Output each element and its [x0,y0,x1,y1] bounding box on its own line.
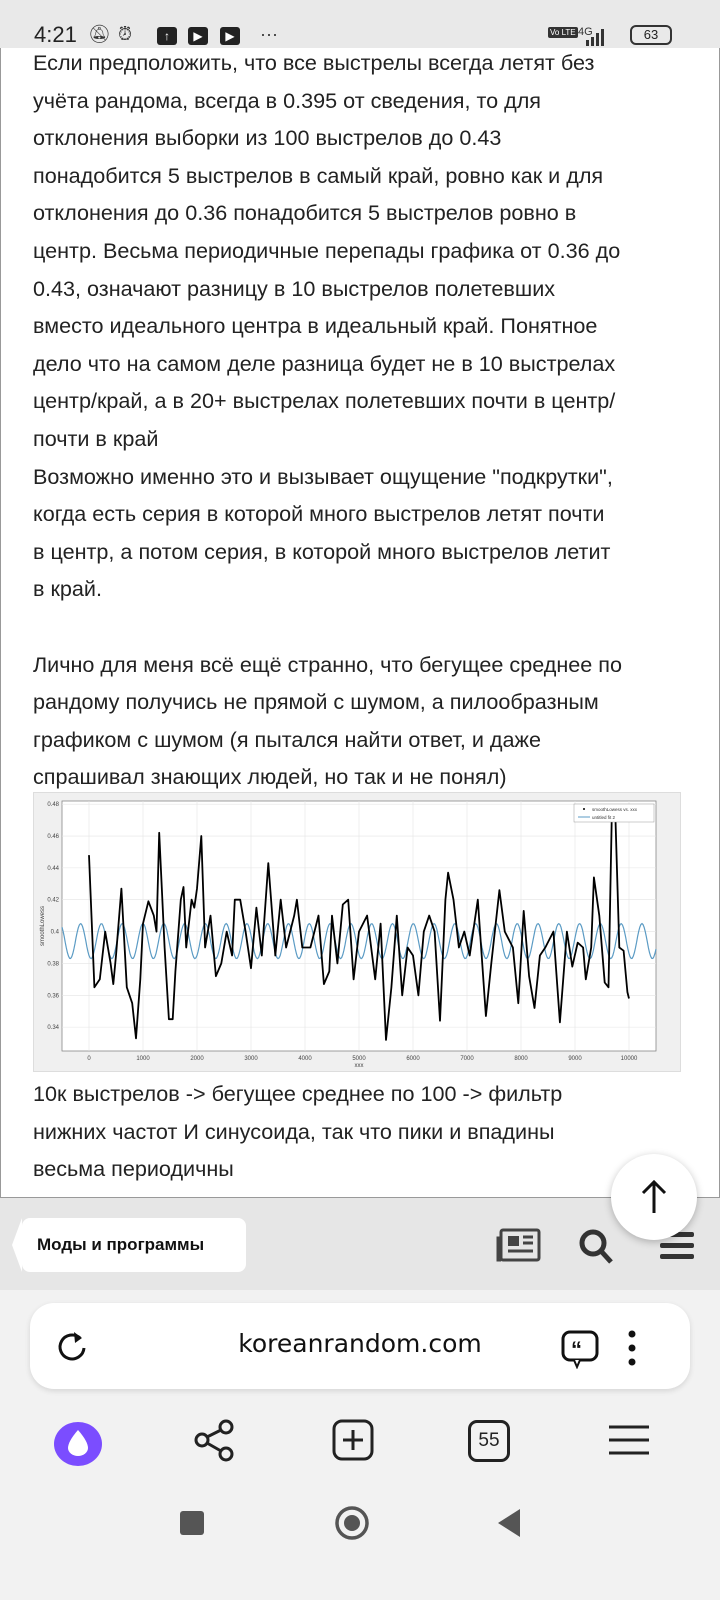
y-tick-label: 0.36 [47,993,59,999]
post-text-line: 0.43, означают разницу в 10 выстрелов по… [33,275,556,301]
news-icon[interactable] [496,1228,542,1262]
legend-box [573,803,655,823]
chart-svg: 0 1000 2000 3000 4000 5000 6000 7000 8000 9000 100… [40,800,657,1069]
x-tick-label: 6000 [406,1056,420,1062]
page-content: Если предположить, что все выстрелы всег… [0,0,720,1198]
new-tab-icon[interactable] [331,1418,375,1462]
youtube-icon: ▶ [188,24,208,45]
data-line [88,819,630,1041]
post-text-line: Лично для меня всё ещё странно, что бегу… [33,651,623,677]
post-text-line: вместо идеального центра в идеальный кра… [33,313,598,339]
post-text-line: понадобится 5 выстрелов в самый край, ро… [33,162,604,188]
legend-label: smoothLowess vs. xxx [592,807,638,812]
tabs-count-button[interactable]: 55 [468,1420,510,1462]
legend-label: untitled fit 2 [592,815,616,820]
x-tick-label: 7000 [460,1056,474,1062]
post-text-line: Возможно именно это и вызывает ощущение … [33,463,613,489]
post-text-line: учёта рандома, всегда в 0.395 от сведени… [33,87,542,113]
y-tick-label: 0.38 [47,961,59,967]
x-tick-label: 4000 [298,1056,312,1062]
post-text-line: центр/край, а в 20+ выстрелах полетевших… [33,388,616,414]
fit-line [61,922,657,960]
status-bar: 4:21 🔕︎ ⏰︎ ↑ ▶ ▶ ··· Vo LTE 4G 63 [0,0,720,48]
x-tick-label: 2000 [190,1056,204,1062]
more-vertical-icon[interactable] [626,1329,638,1367]
x-tick-label: 3000 [244,1056,258,1062]
y-axis-label: smoothLowess [40,906,46,946]
alice-assistant-icon[interactable] [50,1418,106,1466]
url-text[interactable]: koreanrandom.com [238,1329,482,1358]
image-caption-line: весьма периодичны [33,1156,234,1182]
y-tick-label: 0.46 [47,834,59,840]
post-text-line: отклонения выборки из 100 выстрелов до 0… [33,125,502,151]
post-text-line: когда есть серия в которой много выстрел… [33,501,605,527]
x-tick-label: 0 [87,1056,91,1062]
y-tick-label: 0.34 [47,1025,59,1031]
post-text-line: спрашивал знающих людей, но так и не пон… [33,764,507,790]
volte-icon: Vo LTE [548,27,578,38]
y-tick-label: 0.44 [47,866,59,872]
image-caption-line: нижних частот И синусоида, так что пики … [33,1118,555,1144]
svg-text:“: “ [571,1337,582,1362]
recents-button[interactable] [178,1505,208,1535]
more-icon: ··· [260,24,278,44]
forum-toolbar: Моды и программы [0,1198,720,1290]
chart-image: 0 1000 2000 3000 4000 5000 6000 7000 8000 9000 100… [33,792,681,1072]
y-tick-label: 0.42 [47,898,59,904]
post-text-line: отклонения до 0.36 понадобится 5 выстрел… [33,200,577,226]
post-text-line: дело что на самом деле разница будет не … [33,350,616,376]
post-text-line: почти в край [33,426,159,451]
status-time: 4:21 [34,22,77,47]
x-tick-label: 9000 [568,1056,582,1062]
share-icon[interactable] [193,1418,237,1462]
upload-icon: ↑ [157,24,177,45]
post-text-line: в край. [33,576,102,602]
alarm-icon: ⏰︎ [118,24,133,44]
home-button[interactable] [334,1505,370,1541]
arrow-up-icon [641,1179,667,1213]
breadcrumb-back[interactable]: Моды и программы [12,1218,246,1272]
image-caption-line: 10к выстрелов -> бегущее среднее по 100 … [33,1081,563,1106]
post-text-line: в центр, а потом серия, в которой много … [33,538,611,564]
legend-marker-data [583,808,585,810]
signal-icon [580,28,610,50]
search-icon[interactable] [578,1228,614,1266]
address-bar[interactable]: koreanrandom.com “ [30,1303,690,1389]
quote-icon[interactable]: “ [560,1329,600,1369]
x-tick-label: 5000 [352,1056,366,1062]
y-tick-label: 0.4 [51,930,60,936]
x-tick-label: 1000 [136,1056,150,1062]
youtube-icon: ▶ [220,24,240,45]
x-axis-label: xxx [355,1063,364,1069]
y-tick-label: 0.48 [47,802,59,808]
scroll-top-button[interactable] [611,1154,697,1240]
post-text-line: центр. Весьма периодичные перепады графи… [33,238,621,263]
browser-menu-icon[interactable] [607,1418,651,1462]
back-button[interactable] [494,1505,524,1541]
reload-icon[interactable] [56,1330,90,1364]
post-text-line: рандому получись не прямой с шумом, а пи… [33,689,599,715]
x-tick-label: 10000 [621,1056,638,1062]
battery-indicator: 63 [630,25,672,45]
bell-off-icon: 🔕︎ [88,24,111,44]
network-type: 4G [578,26,593,38]
post-text-line: Если предположить, что все выстрелы всег… [33,50,595,75]
x-tick-label: 8000 [514,1056,528,1062]
post-text-line: графиком с шумом (я пытался найти ответ,… [33,726,542,752]
